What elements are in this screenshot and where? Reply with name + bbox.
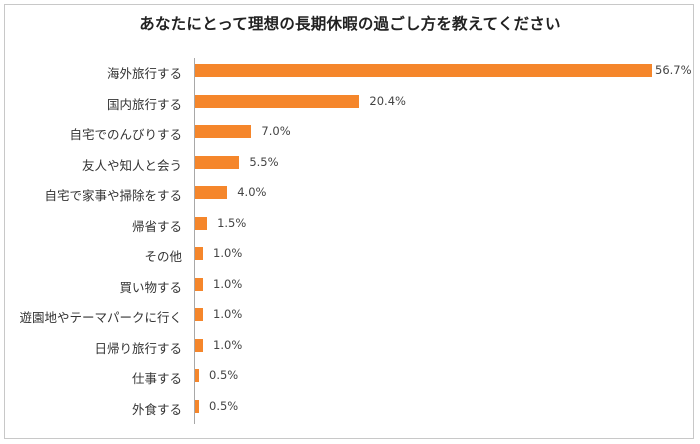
bar-row: 国内旅行する 20.4%: [0, 87, 700, 117]
bar: [195, 216, 208, 230]
bar-row: 友人や知人と会う 5.5%: [0, 148, 700, 178]
category-label: その他: [144, 249, 182, 264]
value-label: 1.0%: [213, 337, 243, 352]
bar: [195, 155, 240, 169]
bar: [195, 94, 360, 108]
chart-title: あなたにとって理想の長期休暇の過ごし方を教えてください: [139, 15, 561, 33]
bar: [195, 186, 228, 199]
category-label: 買い物する: [119, 279, 182, 295]
category-label: 仕事する: [131, 371, 182, 386]
bar-row: その他 1.0%: [0, 239, 700, 269]
category-label: 日帰り旅行する: [94, 340, 182, 356]
category-label: 自宅でのんびりする: [69, 127, 182, 142]
bar-row: 遊園地やテーマパークに行く 1.0%: [0, 300, 700, 330]
bar: [195, 277, 204, 291]
bar-row: 自宅で家事や掃除をする 4.0%: [0, 178, 700, 208]
category-label: 国内旅行する: [106, 96, 182, 112]
bar: [195, 125, 252, 138]
value-label: 0.5%: [209, 368, 239, 382]
value-label: 5.5%: [249, 154, 279, 169]
bar-row: 外食する 0.5%: [0, 392, 700, 422]
bar-row: 買い物する 1.0%: [0, 270, 700, 300]
category-label: 帰省する: [131, 218, 182, 234]
value-label: 56.7%: [655, 63, 692, 77]
bar: [195, 308, 204, 321]
bar: [195, 247, 204, 260]
bar: [195, 399, 200, 413]
value-label: 20.4%: [369, 93, 406, 108]
category-label: 遊園地やテーマパークに行く: [19, 310, 182, 325]
value-label: 7.0%: [261, 124, 291, 138]
bar-row: 自宅でのんびりする 7.0%: [0, 117, 700, 147]
bar: [195, 338, 204, 352]
category-label: 海外旅行する: [106, 66, 182, 81]
value-label: 1.0%: [213, 246, 243, 260]
category-label: 友人や知人と会う: [81, 157, 182, 173]
bar-row: 仕事する 0.5%: [0, 361, 700, 391]
value-label: 1.5%: [217, 215, 247, 230]
bar-row: 帰省する 1.5%: [0, 209, 700, 239]
value-label: 1.0%: [213, 307, 243, 321]
category-label: 自宅で家事や掃除をする: [44, 188, 182, 203]
bar-row: 海外旅行する 56.7%: [0, 56, 700, 86]
bar-row: 日帰り旅行する 1.0%: [0, 331, 700, 361]
value-label: 1.0%: [213, 276, 243, 291]
category-label: 外食する: [131, 401, 182, 417]
bar: [195, 369, 200, 382]
value-label: 4.0%: [237, 185, 267, 199]
bar: [195, 64, 652, 77]
category-axis-line: [194, 58, 195, 424]
value-label: 0.5%: [209, 398, 239, 413]
